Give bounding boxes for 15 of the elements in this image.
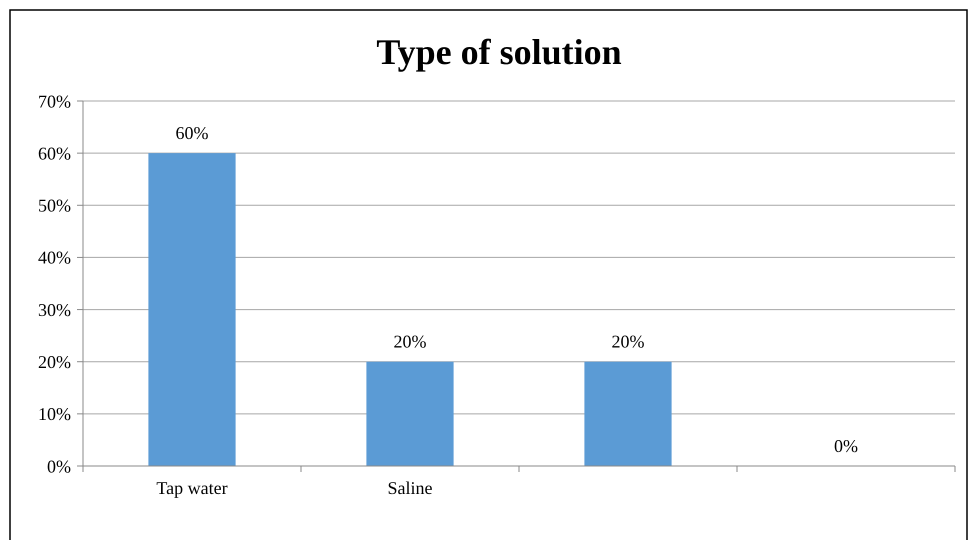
y-tick-label: 20% <box>38 352 71 372</box>
data-label: 20% <box>612 332 644 352</box>
y-tick-label: 30% <box>38 300 71 320</box>
x-tick-label: Saline <box>388 478 432 498</box>
y-tick-label: 40% <box>38 248 71 268</box>
y-tick-label: 60% <box>38 143 71 164</box>
chart-title: Type of solution <box>376 32 622 72</box>
data-label: 20% <box>394 332 426 352</box>
data-label: 0% <box>834 436 858 456</box>
x-tick-label: Tap water <box>156 478 228 498</box>
y-tick-label: 0% <box>47 456 71 476</box>
y-tick-label: 70% <box>38 91 71 112</box>
y-tick-label: 10% <box>38 404 71 424</box>
data-label: 60% <box>176 123 208 144</box>
y-tick-label: 50% <box>38 196 71 216</box>
